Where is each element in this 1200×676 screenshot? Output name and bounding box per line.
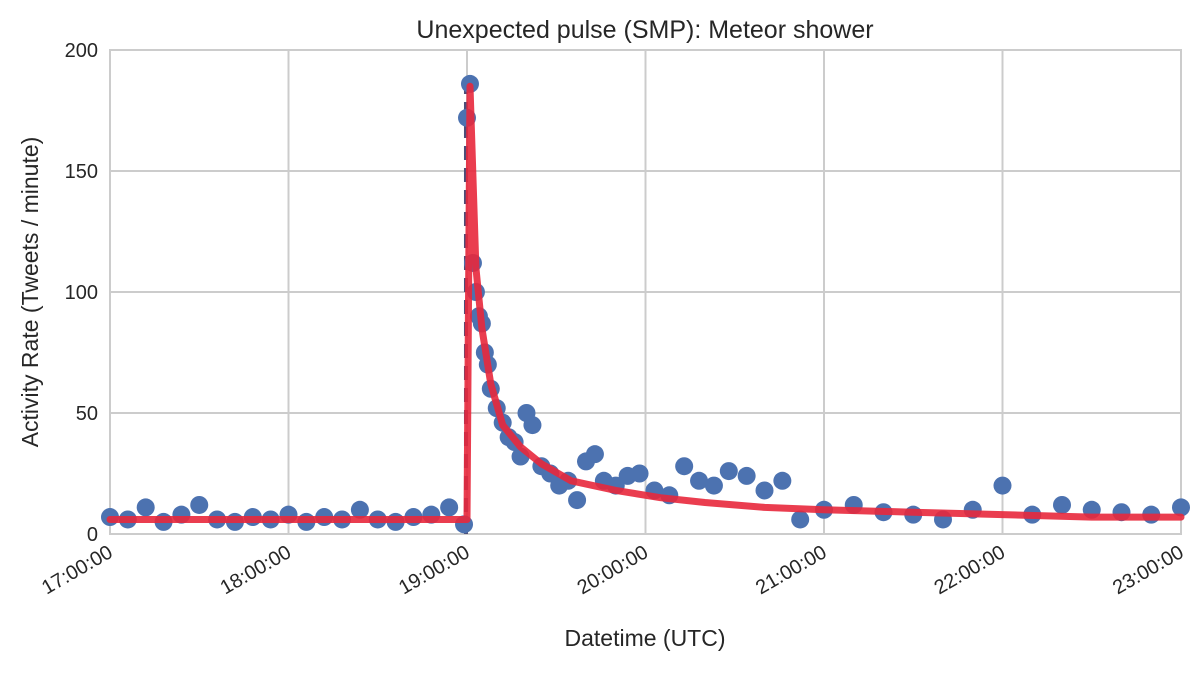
data-point bbox=[585, 445, 604, 464]
y-tick-label: 50 bbox=[76, 403, 98, 425]
data-point bbox=[690, 471, 709, 490]
data-point bbox=[737, 466, 756, 485]
axes-border bbox=[109, 49, 1182, 535]
y-tick-label: 100 bbox=[65, 282, 98, 304]
y-axis-label: Activity Rate (Tweets / minute) bbox=[17, 137, 43, 448]
data-point bbox=[675, 457, 694, 476]
data-point bbox=[791, 510, 810, 529]
x-tick-label: 18:00:00 bbox=[217, 541, 295, 599]
data-point bbox=[773, 471, 792, 490]
data-point bbox=[630, 464, 649, 483]
y-tick-labels: 0 50 100 150 200 bbox=[65, 40, 98, 546]
data-point bbox=[190, 495, 209, 514]
y-tick-label: 150 bbox=[65, 161, 98, 183]
data-point bbox=[993, 476, 1012, 495]
plot-frame bbox=[109, 49, 1182, 535]
y-tick-label: 200 bbox=[65, 40, 98, 62]
data-point bbox=[755, 481, 774, 500]
data-point bbox=[523, 416, 542, 435]
data-point bbox=[350, 500, 369, 519]
data-point bbox=[704, 476, 723, 495]
x-tick-labels: 17:00:00 18:00:00 19:00:00 20:00:00 21:00:00… bbox=[38, 541, 1187, 599]
x-tick-label: 17:00:00 bbox=[38, 541, 116, 599]
x-tick-label: 20:00:00 bbox=[574, 541, 652, 599]
x-axis-label: Datetime (UTC) bbox=[564, 625, 725, 651]
x-tick-label: 23:00:00 bbox=[1109, 541, 1187, 599]
data-point bbox=[1053, 495, 1071, 514]
data-point bbox=[440, 498, 459, 517]
x-tick-label: 22:00:00 bbox=[931, 541, 1009, 599]
data-point bbox=[719, 462, 738, 481]
x-tick-label: 21:00:00 bbox=[752, 541, 830, 599]
chart-title: Unexpected pulse (SMP): Meteor shower bbox=[416, 16, 873, 44]
data-point bbox=[568, 491, 587, 510]
data-point bbox=[1172, 498, 1190, 517]
y-tick-label: 0 bbox=[87, 524, 98, 546]
fit-curve bbox=[106, 82, 1185, 523]
data-point bbox=[136, 498, 155, 517]
x-tick-label: 19:00:00 bbox=[395, 541, 473, 599]
fit-line bbox=[106, 82, 1185, 523]
